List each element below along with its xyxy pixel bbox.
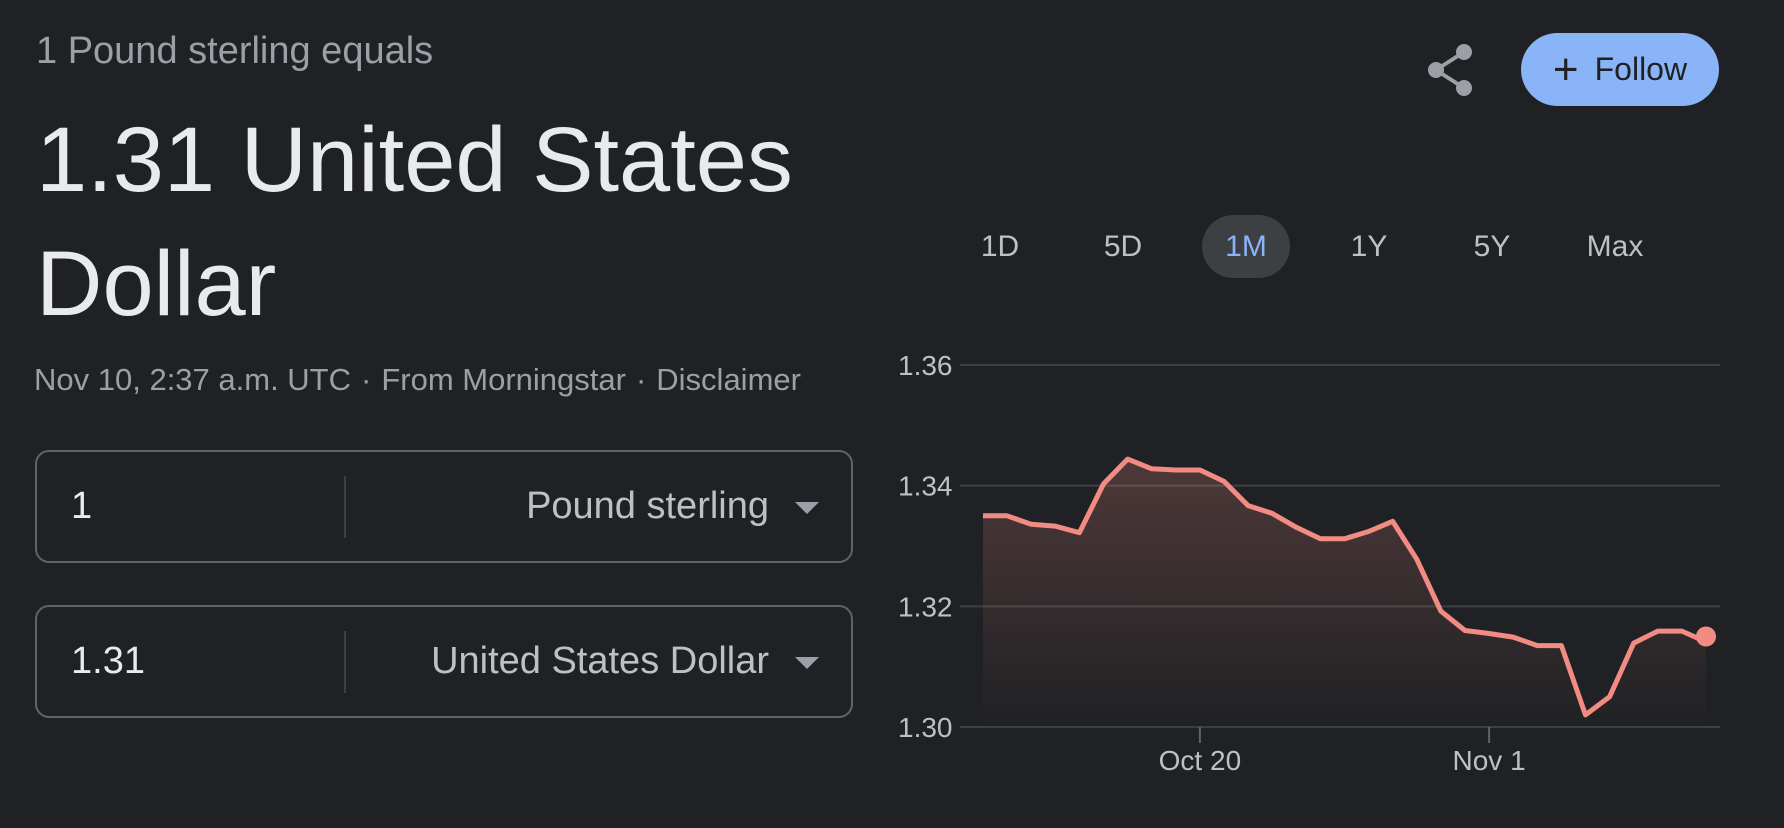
follow-button[interactable]: + Follow xyxy=(1521,33,1719,106)
y-tick-label: 1.34 xyxy=(898,471,953,502)
x-tick-label: Nov 1 xyxy=(1453,745,1526,776)
range-tab-max[interactable]: Max xyxy=(1586,229,1644,263)
source-meta: Nov 10, 2:37 a.m. UTC · From Morningstar · D… xyxy=(34,362,801,398)
y-tick-label: 1.30 xyxy=(898,712,953,743)
series-line xyxy=(983,456,1708,718)
conversion-result: 1.31 United States Dollar xyxy=(36,109,793,335)
y-tick-label: 1.32 xyxy=(898,591,953,622)
y-tick-label: 1.36 xyxy=(898,350,953,381)
conversion-preamble: 1 Pound sterling equals xyxy=(36,30,434,72)
current-value-dot xyxy=(1696,626,1716,647)
source-link[interactable]: From Morningstar xyxy=(381,362,626,397)
share-button[interactable] xyxy=(1420,40,1480,100)
from-amount-input[interactable]: 1 xyxy=(71,485,93,527)
chevron-down-icon[interactable] xyxy=(795,502,819,514)
range-tab-1d[interactable]: 1D xyxy=(980,229,1020,263)
follow-label: Follow xyxy=(1594,51,1688,87)
disclaimer-link[interactable]: Disclaimer xyxy=(656,362,801,397)
range-tab-5d[interactable]: 5D xyxy=(1103,229,1143,263)
from-currency-select[interactable]: Pound sterling xyxy=(526,485,769,527)
divider xyxy=(344,476,346,538)
to-currency-row: 1.31 United States Dollar xyxy=(35,605,853,718)
timestamp: Nov 10, 2:37 a.m. UTC xyxy=(34,362,352,397)
to-currency-select[interactable]: United States Dollar xyxy=(431,640,769,682)
meta-separator: · xyxy=(635,362,647,397)
plus-icon: + xyxy=(1552,44,1579,94)
range-tab-5y[interactable]: 5Y xyxy=(1473,229,1511,263)
to-amount-input[interactable]: 1.31 xyxy=(71,640,145,682)
chevron-down-icon[interactable] xyxy=(795,657,819,669)
range-tab-1y[interactable]: 1Y xyxy=(1350,229,1388,263)
meta-separator: · xyxy=(361,362,372,397)
x-tick-label: Oct 20 xyxy=(1159,745,1241,776)
divider xyxy=(344,631,346,693)
share-icon xyxy=(1428,44,1472,96)
series-area xyxy=(983,459,1706,727)
range-tab-1m[interactable]: 1M xyxy=(1202,215,1290,278)
from-currency-row: 1 Pound sterling xyxy=(35,450,853,563)
